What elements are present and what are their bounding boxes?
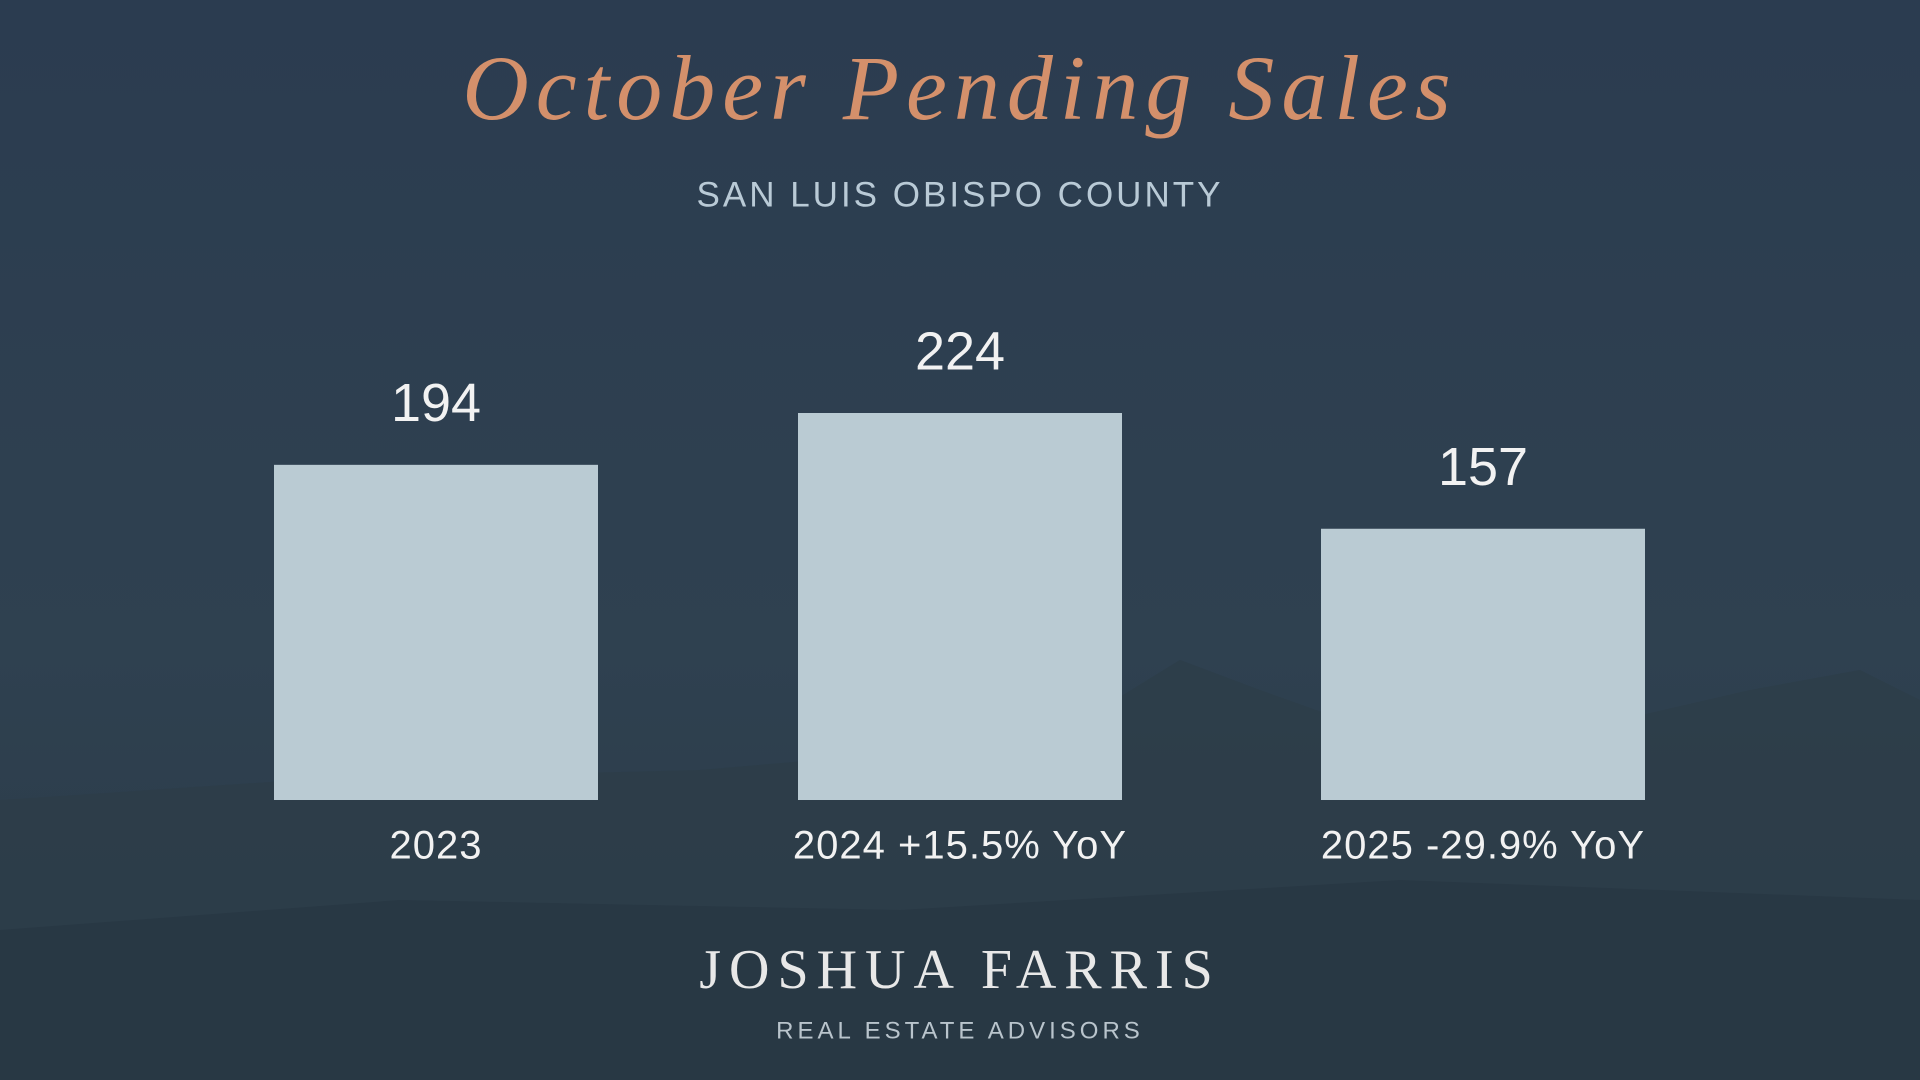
value-label: 194 — [391, 373, 481, 433]
bar — [1321, 528, 1645, 800]
brand-tagline: REAL ESTATE ADVISORS — [776, 1017, 1144, 1044]
brand-name: JOSHUA FARRIS — [699, 939, 1221, 1001]
chart-title: October Pending Sales — [462, 37, 1457, 139]
x-tick-label: 2025 -29.9% YoY — [1321, 824, 1645, 868]
bar — [274, 464, 598, 800]
town-silhouette — [0, 880, 1920, 1080]
x-tick-label: 2024 +15.5% YoY — [793, 824, 1127, 868]
chart-subtitle: SAN LUIS OBISPO COUNTY — [697, 175, 1224, 214]
value-label: 157 — [1438, 437, 1528, 497]
bar — [798, 413, 1122, 800]
value-label: 224 — [915, 321, 1005, 381]
x-tick-label: 2023 — [390, 824, 483, 868]
